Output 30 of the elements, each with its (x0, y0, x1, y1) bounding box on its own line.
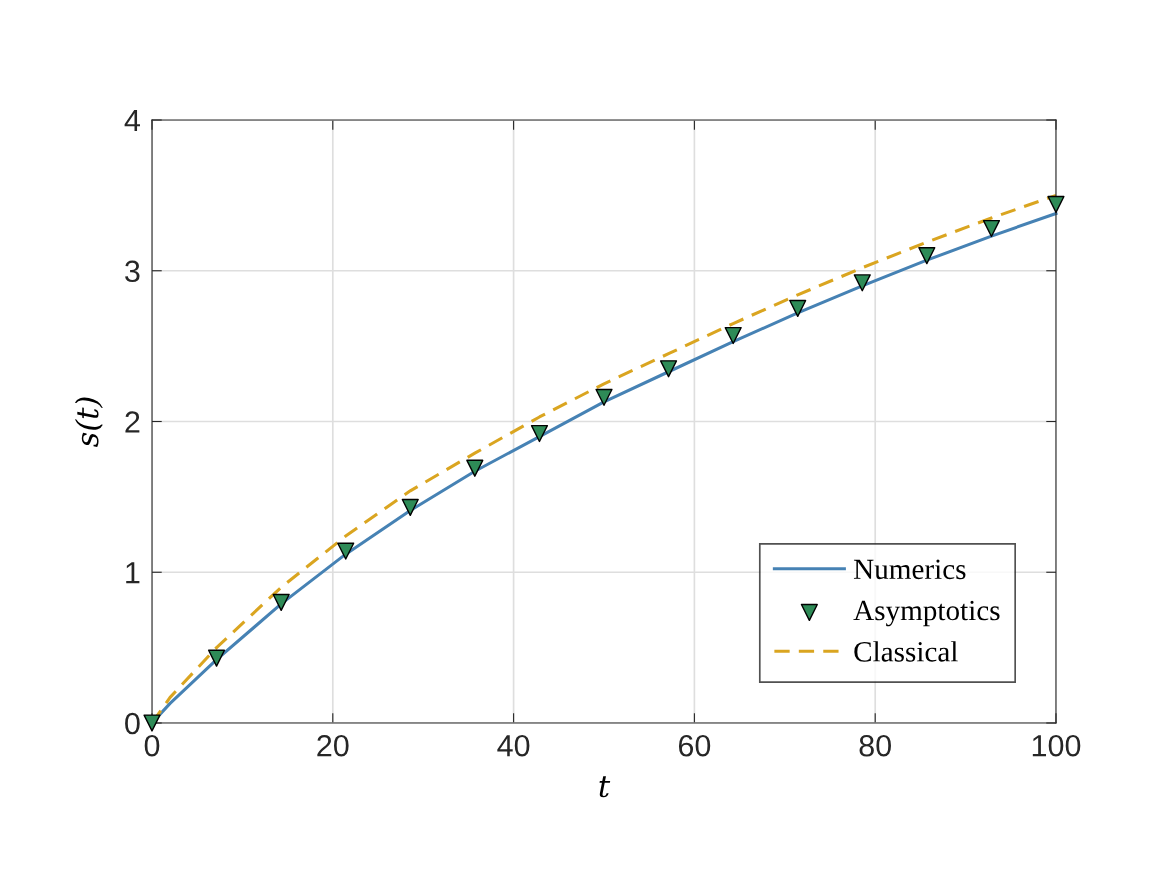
y-tick-label: 2 (125, 411, 140, 433)
y-axis-title: s(t) (74, 397, 103, 448)
x-tick-label: 40 (497, 734, 530, 757)
legend-label: Numerics (853, 559, 966, 580)
x-axis-title: t (599, 776, 611, 798)
legend-label: Asymptotics (853, 600, 1000, 627)
y-tick-label: 1 (126, 562, 140, 584)
y-tick-label: 0 (125, 712, 140, 735)
point (724, 326, 742, 345)
x-tick-label: 60 (678, 734, 711, 757)
point (918, 247, 936, 265)
point (595, 388, 613, 406)
legend-label: Classical (854, 641, 958, 662)
point (853, 274, 871, 292)
point (659, 360, 678, 378)
y-tick-label: 3 (125, 260, 140, 283)
point (207, 649, 226, 667)
x-tick-label: 100 (1032, 734, 1081, 757)
point (401, 498, 419, 517)
x-tick-label: 80 (859, 734, 891, 757)
point (982, 219, 1001, 238)
point (789, 299, 807, 318)
x-tick-label: 0 (144, 734, 160, 757)
point (1047, 195, 1065, 214)
y-tick-label: 4 (124, 110, 140, 132)
x-tick-label: 20 (317, 734, 349, 757)
point (272, 593, 290, 612)
point (466, 459, 484, 477)
point (337, 542, 355, 560)
point (530, 424, 549, 443)
